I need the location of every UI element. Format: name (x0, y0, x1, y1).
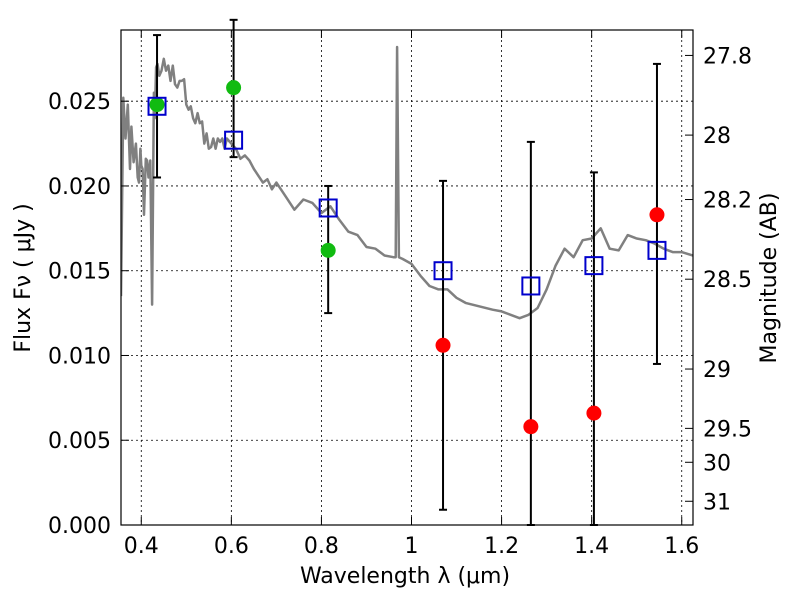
plot-area (121, 45, 693, 320)
x-axis-label: Wavelength λ (μm) (300, 564, 510, 589)
y-axis-label-right: Magnitude (AB) (757, 193, 782, 364)
tick-marks (121, 30, 693, 526)
observed-square (584, 256, 604, 276)
y-tick-label: 0.005 (48, 429, 111, 454)
sed-model-line (121, 45, 693, 320)
red-point (435, 337, 451, 353)
red-point (649, 207, 665, 223)
x-tick-label: 0.4 (124, 534, 159, 559)
red-point (586, 405, 602, 421)
grid-lines (121, 30, 693, 526)
x-tick-label: 1.4 (574, 534, 609, 559)
green-point (320, 242, 336, 258)
series-layer (121, 45, 693, 320)
x-tick-label: 0.8 (304, 534, 339, 559)
observed-square (147, 96, 167, 116)
observed-square (647, 240, 667, 260)
observed-square (318, 198, 338, 218)
y-tick-label: 0.000 (48, 514, 111, 539)
marker-layer (147, 18, 667, 526)
plot-frame (120, 29, 694, 526)
x-tick-label: 1 (405, 534, 419, 559)
right-tick-label: 28.2 (703, 189, 752, 214)
observed-square (433, 261, 453, 281)
y-tick-label: 0.020 (48, 175, 111, 200)
x-tick-label: 1.2 (484, 534, 519, 559)
right-tick-label: 28 (703, 124, 731, 149)
right-tick-label: 28.5 (703, 268, 752, 293)
right-tick-label: 27.8 (703, 44, 752, 69)
y-tick-label: 0.015 (48, 260, 111, 285)
right-tick-label: 31 (703, 490, 731, 515)
right-tick-label: 30 (703, 451, 731, 476)
right-tick-label: 29.5 (703, 417, 752, 442)
tick-labels: 0.4 0.6 0.8 1 1.2 1.4 1.6 0.000 0.005 0.010 0.015 0… (48, 44, 752, 559)
y-tick-label: 0.025 (48, 90, 111, 115)
y-axis-label: Flux Fν ( μJy ) (11, 203, 36, 352)
x-tick-label: 0.6 (214, 534, 249, 559)
x-tick-label: 1.6 (664, 534, 699, 559)
y-tick-label: 0.010 (48, 344, 111, 369)
green-point (226, 80, 242, 96)
red-point (523, 419, 539, 435)
right-tick-label: 29 (703, 358, 731, 383)
green-point (149, 97, 165, 113)
observed-square (521, 276, 541, 296)
observed-square (224, 130, 244, 150)
